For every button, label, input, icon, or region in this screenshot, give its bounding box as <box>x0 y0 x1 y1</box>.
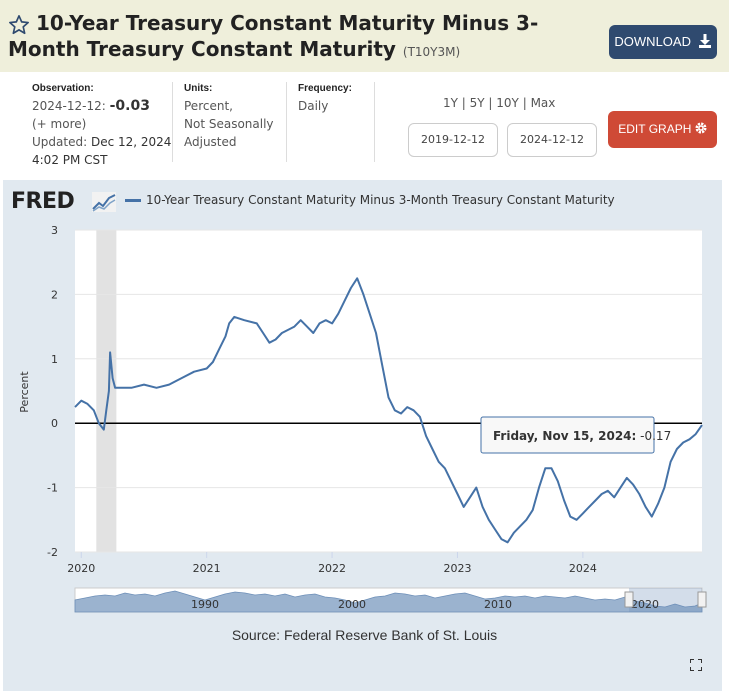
download-button[interactable]: DOWNLOAD <box>609 25 717 59</box>
observation-label: Observation: <box>32 83 94 94</box>
download-icon <box>698 34 711 48</box>
page-title: 10-Year Treasury Constant Maturity Minus… <box>8 10 598 65</box>
navigator-handle-left[interactable] <box>624 591 634 608</box>
x-tick-label: 2021 <box>193 562 221 575</box>
divider <box>374 82 375 162</box>
updated-time: 4:02 PM CST <box>32 153 108 167</box>
updated-date: Dec 12, 2024 <box>90 135 172 149</box>
more-link[interactable]: (+ more) <box>32 117 87 131</box>
recession-shading <box>96 230 117 552</box>
series-id: (T10Y3M) <box>402 45 461 59</box>
x-tick-label: 2022 <box>318 562 346 575</box>
start-date-input[interactable]: 2019-12-12 <box>408 123 498 157</box>
download-label: DOWNLOAD <box>614 34 691 49</box>
y-tick-label: 3 <box>51 224 58 237</box>
frequency-label: Frequency: <box>298 83 352 94</box>
navigator-handle-right[interactable] <box>697 591 707 608</box>
edit-graph-button[interactable]: EDIT GRAPH <box>608 111 717 148</box>
tooltip-value: -0.17 <box>640 429 671 443</box>
y-tick-label: -1 <box>47 482 58 495</box>
range-links: 1Y | 5Y | 10Y | Max <box>443 96 556 110</box>
svg-text:Friday, Nov 15, 2024: -0: Friday, Nov 15, 2024: -0.17 <box>493 429 671 443</box>
fred-logo: FRED <box>11 189 75 214</box>
y-tick-label: -2 <box>47 546 58 559</box>
edit-graph-label: EDIT GRAPH <box>618 122 692 136</box>
y-tick-label: 2 <box>51 288 58 301</box>
navigator-selection[interactable] <box>629 588 702 612</box>
observation-block: 2024-12-12: -0.03 (+ more) Updated: Dec … <box>32 97 171 169</box>
legend-swatch <box>125 199 141 202</box>
divider <box>286 82 287 162</box>
units-line-2: Not Seasonally <box>184 117 274 131</box>
divider <box>172 82 173 162</box>
navigator-label: 2000 <box>338 598 366 611</box>
series-title: 10-Year Treasury Constant Maturity Minus… <box>8 11 539 61</box>
x-tick-label: 2024 <box>569 562 597 575</box>
range-navigator[interactable]: 1990 2000 2010 2020 <box>74 587 707 613</box>
range-10y[interactable]: 10Y <box>496 96 519 110</box>
observation-value: -0.03 <box>109 98 150 114</box>
x-tick-label: 2023 <box>443 562 471 575</box>
tooltip-date: Friday, Nov 15, 2024: <box>493 429 636 443</box>
units-line-3: Adjusted <box>184 135 237 149</box>
y-axis-title: Percent <box>18 371 31 413</box>
fullscreen-icon[interactable] <box>690 659 702 671</box>
series-line[interactable] <box>74 277 703 544</box>
units-line-1: Percent, <box>184 99 233 113</box>
units-block: Percent, Not Seasonally Adjusted <box>184 97 274 151</box>
range-5y[interactable]: 5Y <box>469 96 485 110</box>
end-date-input[interactable]: 2024-12-12 <box>507 123 597 157</box>
header-bar <box>0 0 729 72</box>
chart-logo-icon <box>92 192 116 212</box>
navigator-label: 2020 <box>631 598 659 611</box>
units-label: Units: <box>184 83 213 94</box>
observation-date: 2024-12-12: <box>32 99 106 113</box>
navigator-label: 1990 <box>191 598 219 611</box>
y-tick-label: 1 <box>51 353 58 366</box>
source-note: Source: Federal Reserve Bank of St. Loui… <box>231 627 498 643</box>
tooltip: Friday, Nov 15, 2024: -0.17 <box>480 416 671 454</box>
navigator-label: 2010 <box>484 598 512 611</box>
updated-label: Updated: <box>32 135 88 149</box>
frequency-value: Daily <box>298 99 329 113</box>
star-icon[interactable] <box>8 14 30 36</box>
x-tick-label: 2020 <box>67 562 95 575</box>
range-max[interactable]: Max <box>530 96 556 110</box>
legend-label: 10-Year Treasury Constant Maturity Minus… <box>146 193 615 207</box>
gear-icon <box>695 122 707 134</box>
y-tick-label: 0 <box>51 417 58 430</box>
range-1y[interactable]: 1Y <box>443 96 458 110</box>
plot-background <box>75 230 702 552</box>
navigator-area <box>74 590 703 613</box>
